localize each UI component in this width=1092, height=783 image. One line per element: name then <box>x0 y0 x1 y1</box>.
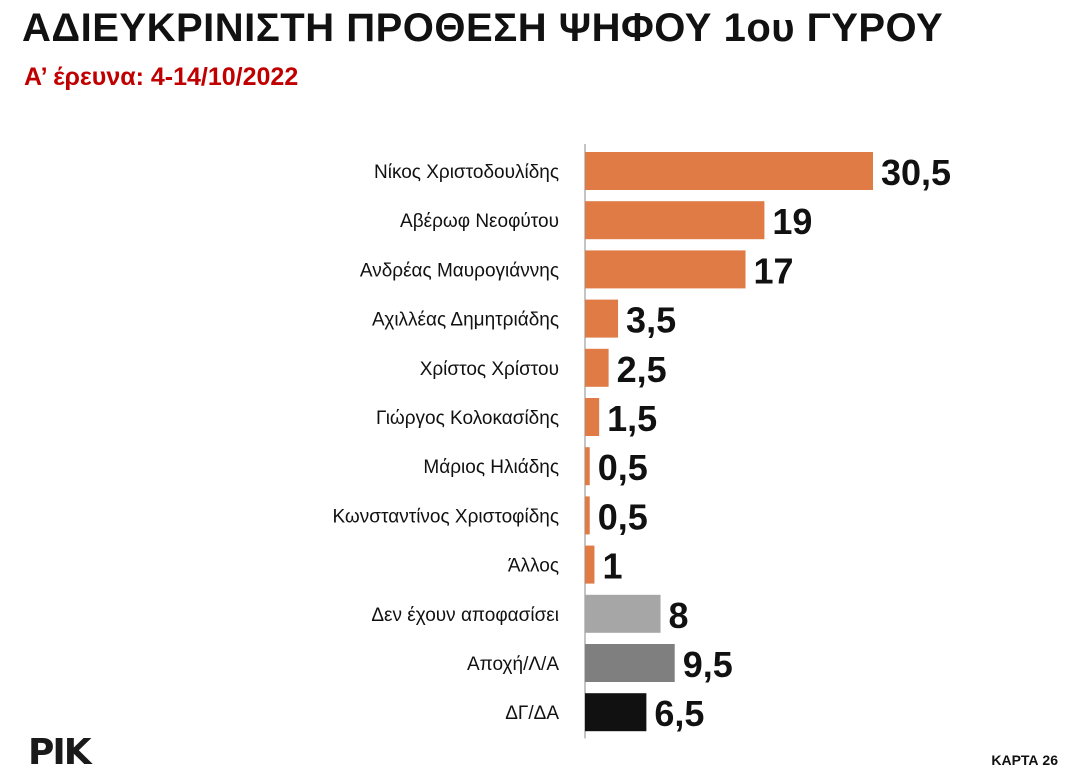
data-label: 9,5 <box>683 644 733 685</box>
data-label: 6,5 <box>654 693 704 734</box>
category-label: Νίκος Χριστοδουλίδης <box>374 162 559 183</box>
data-label: 0,5 <box>598 447 648 488</box>
bar <box>585 644 675 682</box>
category-label: Κωνσταντίνος Χριστοφίδης <box>332 506 559 527</box>
bar <box>585 693 647 732</box>
data-label: 30,5 <box>881 152 951 193</box>
bar <box>585 545 595 584</box>
category-label: Γιώργος Κολοκασίδης <box>376 408 559 429</box>
data-label: 8 <box>669 595 689 636</box>
data-label: 0,5 <box>598 496 648 537</box>
category-label: Ανδρέας Μαυρογιάννης <box>360 260 559 281</box>
chart-title: ΑΔΙΕΥΚΡΙΝΙΣΤΗ ΠΡΟΘΕΣΗ ΨΗΦΟΥ 1ου ΓΥΡΟΥ <box>22 6 944 50</box>
bar <box>585 201 765 240</box>
data-label: 17 <box>754 250 794 291</box>
rik-logo: ΡΙΚ <box>28 732 92 773</box>
category-label: Αχιλλέας Δημητριάδης <box>372 310 559 331</box>
category-label: Αποχή/Λ/Α <box>467 654 559 675</box>
data-label: 1 <box>602 546 622 587</box>
bar <box>585 594 661 633</box>
bar <box>585 152 873 190</box>
category-label: Μάριος Ηλιάδης <box>423 457 559 478</box>
bar <box>585 348 609 387</box>
category-label: Άλλος <box>508 556 559 577</box>
bar <box>585 299 619 338</box>
bar <box>585 447 590 486</box>
category-label: Αβέρωφ Νεοφύτου <box>400 211 559 232</box>
category-label: Χρίστος Χρίστου <box>420 359 559 380</box>
data-label: 2,5 <box>617 349 667 390</box>
data-label: 3,5 <box>626 300 676 341</box>
data-label: 1,5 <box>607 398 657 439</box>
chart-subtitle: Α’ έρευνα: 4-14/10/2022 <box>24 63 299 91</box>
bar <box>585 250 746 289</box>
bar <box>585 496 590 535</box>
data-label: 19 <box>772 201 812 242</box>
bar <box>585 398 600 436</box>
category-label: Δεν έχουν αποφασίσει <box>371 605 559 626</box>
page-label: ΚΑΡΤΑ 26 <box>991 752 1058 768</box>
category-label: ΔΓ/ΔΑ <box>505 703 559 724</box>
